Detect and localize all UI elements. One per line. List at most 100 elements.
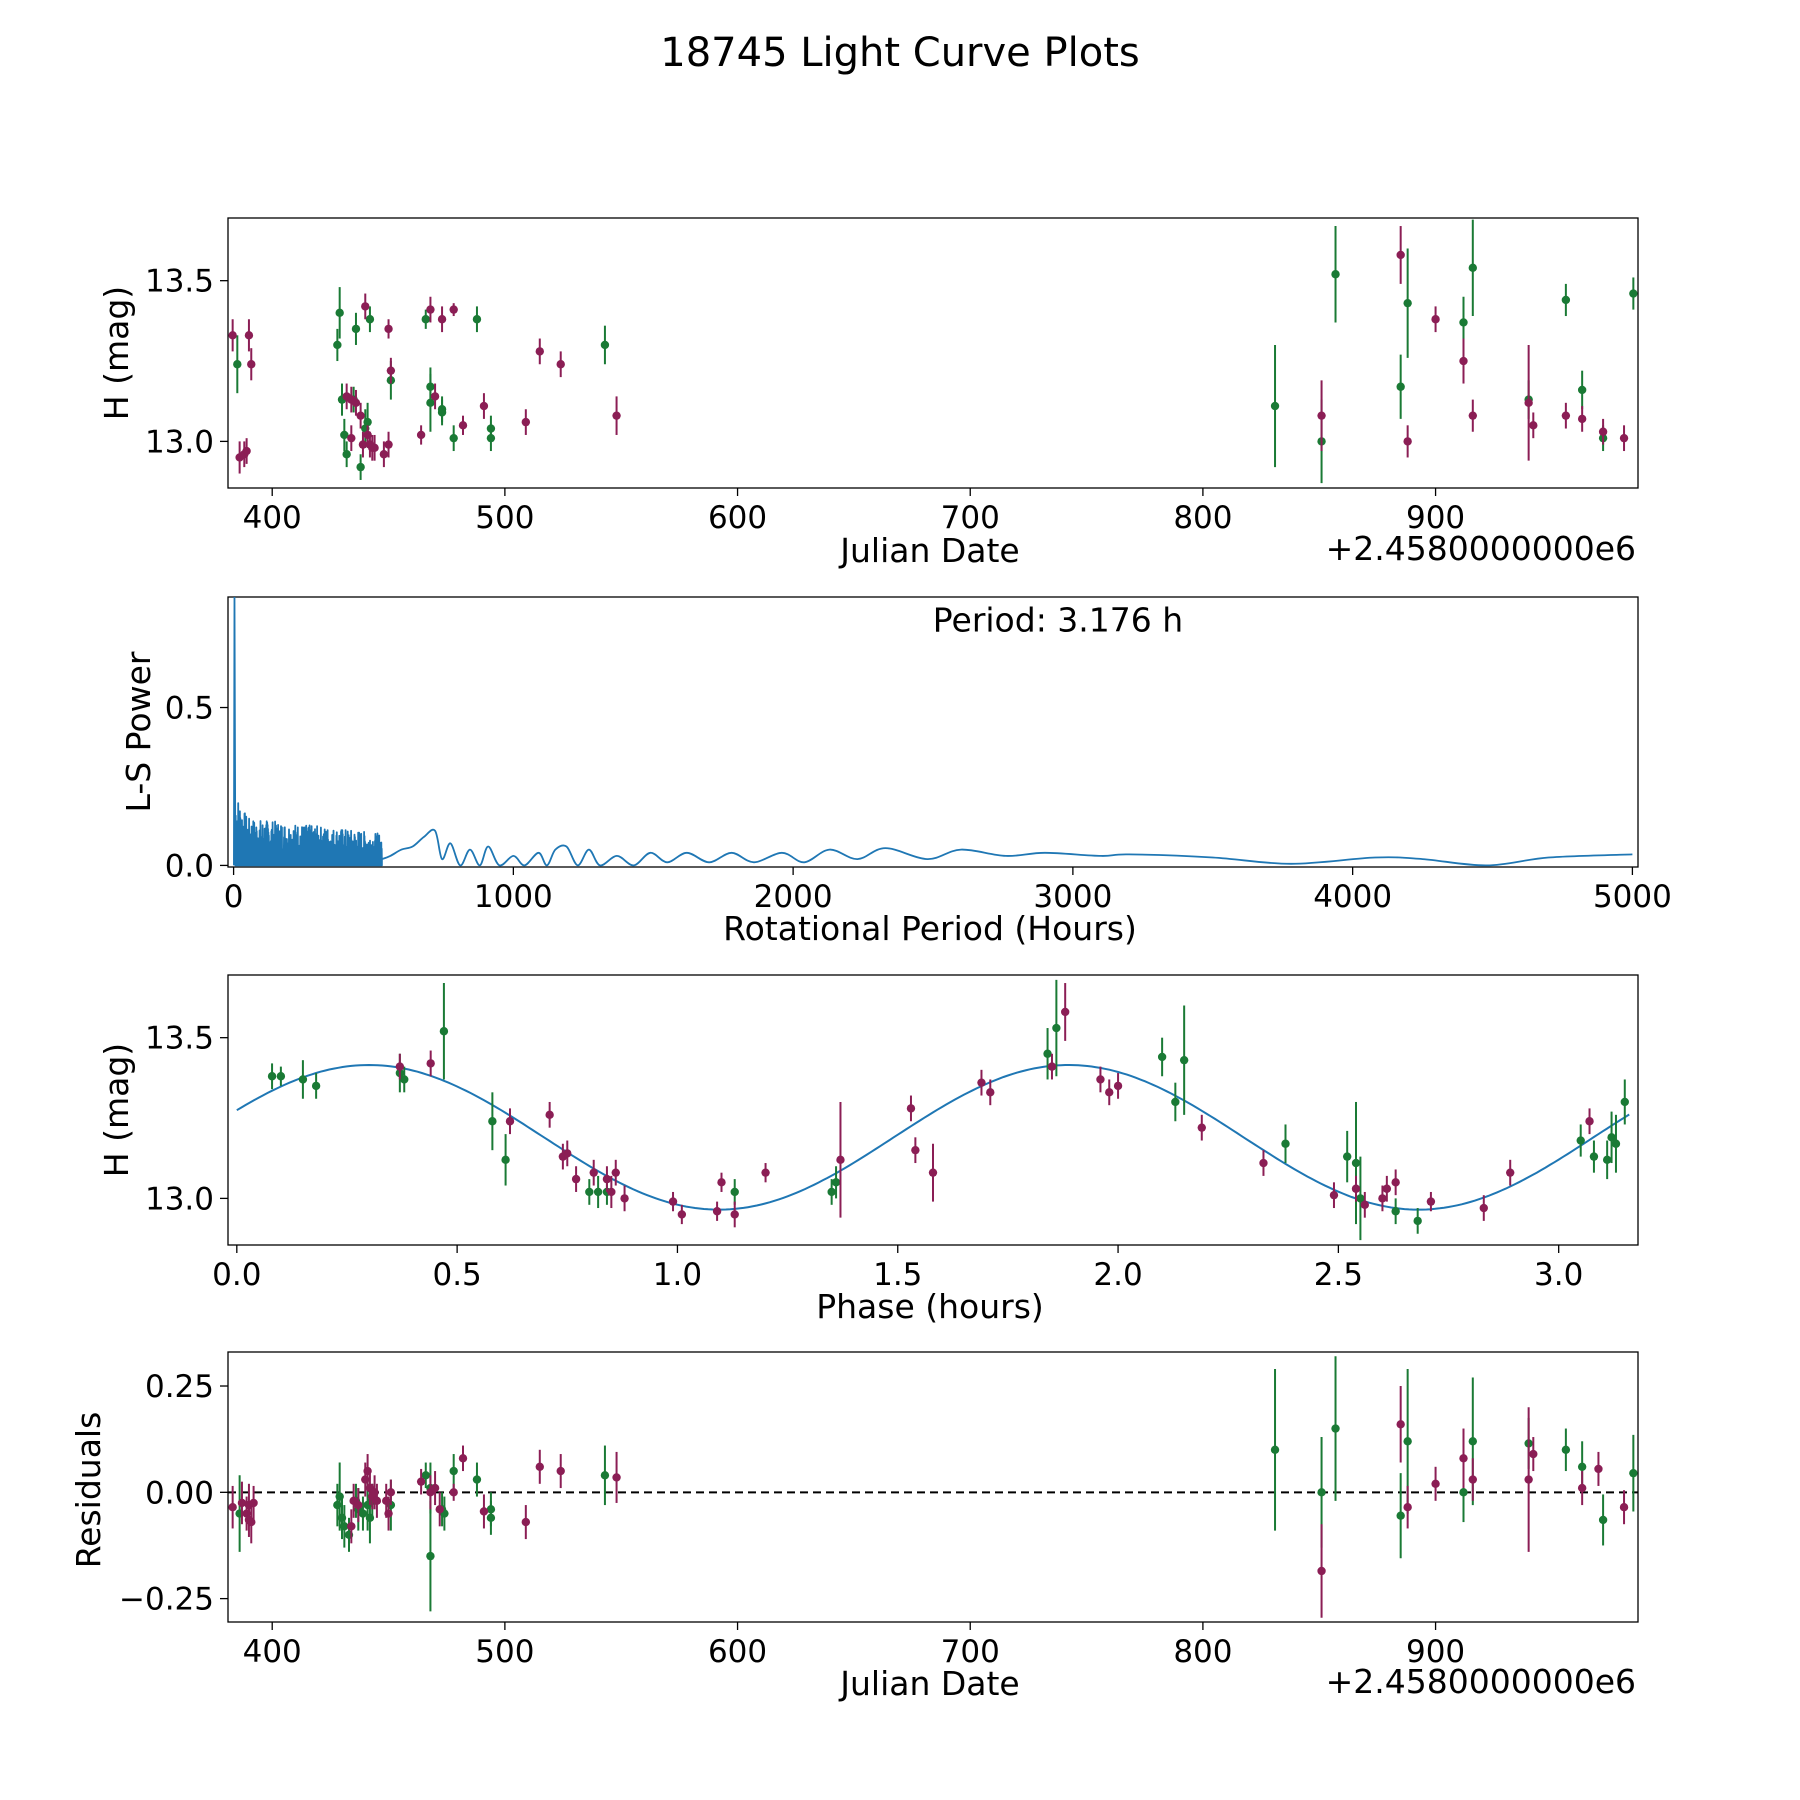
phased-green-point — [1413, 1216, 1422, 1226]
lightcurve-magenta-point — [1598, 427, 1608, 436]
phased-magenta-point — [1096, 1075, 1105, 1084]
residuals-green-point — [1403, 1437, 1412, 1446]
lightcurve-ytick-label: 13.0 — [145, 424, 214, 460]
phased-green-point — [1351, 1158, 1361, 1168]
lightcurve-magenta-point — [416, 430, 426, 440]
lightcurve-plot-area: 400 500 600 700 800 900 13.0 13.5 — [145, 219, 1638, 536]
residuals-ytick-label: 0.25 — [145, 1369, 214, 1405]
residuals-magenta-point — [1577, 1483, 1587, 1493]
phased-green-point — [1391, 1207, 1400, 1216]
phased-green-point — [400, 1075, 409, 1084]
phased-green-point — [593, 1187, 603, 1197]
phased-magenta-point — [1259, 1158, 1268, 1168]
phased-green-point — [1157, 1052, 1167, 1062]
lightcurve-green-point — [1577, 385, 1587, 395]
lightcurve-magenta-point — [458, 421, 468, 430]
phased-magenta-point — [1113, 1081, 1123, 1091]
phased-magenta-point — [505, 1117, 515, 1126]
lightcurve-green-point — [437, 408, 447, 417]
period-annotation: Period: 3.176 h — [933, 601, 1183, 640]
residuals-ylabel: Residuals — [69, 1412, 108, 1569]
lightcurve-ytick-label: 13.5 — [145, 264, 214, 300]
plot-clipped-layer — [228, 219, 1638, 484]
lightcurve-magenta-point — [535, 347, 544, 356]
phased-xtick-label: 2.0 — [1093, 1257, 1142, 1293]
lightcurve-magenta-point — [1577, 414, 1587, 424]
lightcurve-ylabel: H (mag) — [97, 286, 136, 420]
phased-green-point — [267, 1072, 277, 1081]
residuals-magenta-point — [521, 1517, 531, 1527]
periodogram-xtick-label: 4000 — [1313, 879, 1392, 915]
residuals-green-point — [1561, 1445, 1571, 1454]
phased-magenta-point — [1060, 1007, 1070, 1017]
lightcurve-magenta-point — [437, 315, 447, 324]
periodogram-frame — [227, 596, 1639, 868]
residuals-green-point — [472, 1475, 482, 1484]
lightcurve-magenta-point — [1468, 411, 1478, 420]
lightcurve-magenta-point — [356, 411, 365, 420]
residuals-green-point — [1459, 1488, 1468, 1497]
residuals-ytick-label: 0.00 — [145, 1475, 214, 1511]
phased-plot-area: 0.0 0.5 1.0 1.5 2.0 2.5 3.0 13.0 13.5 — [145, 979, 1630, 1293]
phased-xtick-label: 1.5 — [873, 1257, 922, 1293]
residuals-magenta-point — [1317, 1566, 1326, 1576]
lightcurve-offset-label: +2.4580000000e6 — [1326, 529, 1636, 568]
phased-xtick-label: 1.0 — [653, 1257, 702, 1293]
residuals-magenta-point — [449, 1488, 458, 1497]
residuals-magenta-point — [1619, 1502, 1629, 1512]
phased-green-point — [1602, 1155, 1612, 1165]
residuals-xtick-label: 700 — [941, 1634, 1000, 1670]
periodogram-ylabel: L-S Power — [119, 651, 158, 812]
residuals-magenta-point — [1396, 1420, 1405, 1429]
lightcurve-magenta-point — [358, 440, 368, 449]
lightcurve-green-point — [233, 360, 242, 369]
lightcurve-green-point — [449, 433, 458, 443]
lightcurve-green-point — [1629, 289, 1638, 298]
residuals-green-point — [1270, 1445, 1280, 1454]
residuals-magenta-point — [372, 1496, 382, 1506]
lightcurve-green-point — [1403, 298, 1412, 308]
phased-green-point — [276, 1072, 286, 1081]
phased-green-point — [831, 1178, 841, 1187]
phased-magenta-point — [620, 1194, 629, 1203]
residuals-magenta-point — [1459, 1454, 1468, 1463]
phased-magenta-point — [1351, 1184, 1361, 1193]
phased-magenta-point — [677, 1210, 687, 1219]
residuals-xlabel: Julian Date — [838, 1664, 1020, 1703]
residuals-green-point — [1598, 1515, 1608, 1525]
phased-magenta-point — [1426, 1197, 1436, 1206]
phased-green-point — [1043, 1049, 1052, 1058]
phased-magenta-point — [906, 1104, 916, 1113]
phased-xtick-label: 0.0 — [212, 1257, 261, 1293]
phased-green-point — [1179, 1055, 1189, 1065]
periodogram-xtick-label: 5000 — [1593, 879, 1672, 915]
periodogram-plot-area: 0 1000 2000 3000 4000 5000 0.0 0.5 — [165, 597, 1672, 915]
lightcurve-magenta-point — [361, 302, 370, 311]
residuals-green-point — [1468, 1437, 1478, 1446]
phased-green-point — [298, 1075, 308, 1084]
residuals-green-point — [1577, 1462, 1587, 1472]
phased-green-point — [1356, 1194, 1365, 1203]
residuals-offset-label: +2.4580000000e6 — [1326, 1662, 1636, 1701]
phased-magenta-point — [668, 1197, 678, 1206]
residuals-magenta-point — [1403, 1502, 1412, 1512]
plot-clipped-layer — [236, 979, 1630, 1241]
lightcurve-magenta-point — [449, 305, 458, 314]
phased-ytick-label: 13.0 — [145, 1181, 214, 1217]
residuals-xtick-label: 500 — [475, 1634, 534, 1670]
periodogram-xtick-label: 2000 — [754, 879, 833, 915]
phased-magenta-point — [1047, 1062, 1057, 1071]
phased-magenta-point — [1378, 1194, 1387, 1203]
figure-title: 18745 Light Curve Plots — [660, 30, 1139, 76]
lightcurve-magenta-point — [228, 331, 237, 340]
phased-green-point — [1607, 1133, 1616, 1142]
lightcurve-xtick-label: 800 — [1173, 500, 1232, 536]
residuals-magenta-point — [247, 1517, 256, 1527]
lightcurve-magenta-point — [1529, 421, 1538, 430]
phased-xlabel: Phase (hours) — [816, 1287, 1044, 1326]
phased-green-point — [439, 1027, 449, 1036]
periodogram-xtick-label: 0 — [224, 879, 244, 915]
lightcurve-green-point — [335, 308, 344, 318]
periodogram-ytick-label: 0.0 — [165, 848, 214, 884]
